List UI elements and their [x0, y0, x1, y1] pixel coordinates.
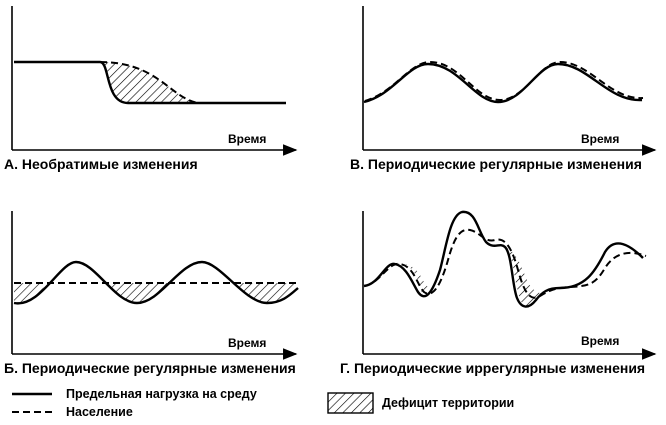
- panel-b-capacity-line: [363, 62, 643, 104]
- panel-v-caption: Б. Периодические регулярные изменения: [4, 360, 296, 376]
- panel-v-capacity-line: [13, 260, 299, 305]
- panel-g-deficit-area: [505, 247, 546, 307]
- panel-a-capacity-line: [14, 60, 286, 105]
- panel-v-deficit-area: [14, 283, 46, 304]
- panel-g-deficit-area: [395, 263, 440, 298]
- panel-b-caption: В. Периодические регулярные изменения: [350, 156, 642, 172]
- panel-a-deficit-area: [100, 62, 198, 103]
- panel-g-population-line: [364, 228, 647, 299]
- panel-a: [11, 6, 298, 156]
- legend-capacity-label: Предельная нагрузка на среду: [66, 387, 257, 401]
- legend-population-label: Население: [66, 405, 133, 419]
- panel-g-capacity-line: [363, 210, 644, 308]
- panel-g: [362, 210, 657, 360]
- panel-a-population-line: [99, 61, 199, 104]
- panel-g-caption: Г. Периодические иррегулярные изменения: [340, 360, 646, 376]
- panel-v: [11, 211, 299, 360]
- panel-b-population-line: [364, 60, 644, 102]
- panel-v-x-axis-label: Время: [228, 336, 267, 350]
- panel-a-caption: А. Необратимые изменения: [4, 156, 198, 172]
- panel-b: [362, 6, 657, 156]
- legend-deficit-label: Дефицит территории: [382, 396, 515, 410]
- panel-g-x-axis-label: Время: [581, 334, 620, 348]
- legend: [12, 392, 374, 414]
- legend-deficit-swatch: [327, 392, 374, 414]
- panel-a-x-axis-label: Время: [228, 132, 267, 146]
- panel-b-x-axis-label: Время: [581, 132, 620, 146]
